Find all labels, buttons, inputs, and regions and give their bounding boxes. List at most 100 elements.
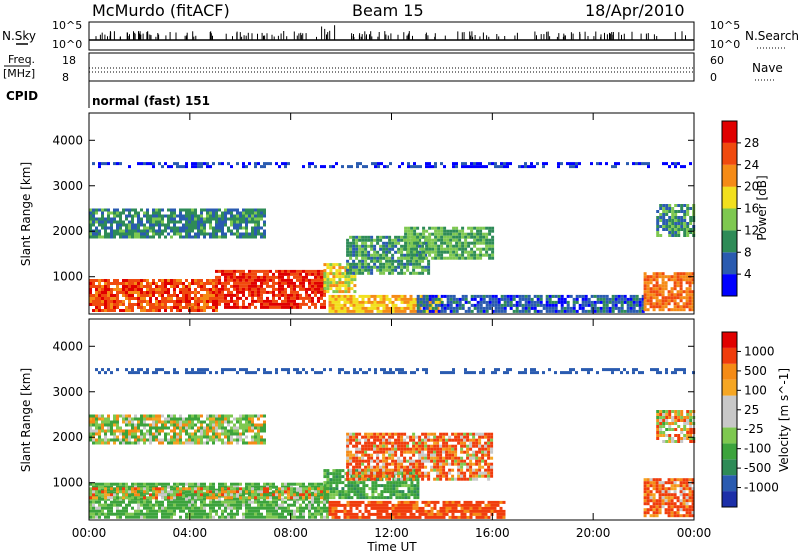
data-cell — [452, 253, 456, 257]
data-cell — [386, 490, 390, 494]
data-cell — [182, 226, 185, 230]
data-cell — [413, 165, 416, 169]
data-cell — [605, 162, 608, 166]
data-cell — [140, 294, 143, 297]
data-cell — [332, 165, 335, 169]
data-cell — [682, 278, 686, 282]
data-cell — [290, 272, 293, 276]
data-cell — [391, 432, 395, 436]
data-cell — [341, 487, 345, 491]
data-cell — [260, 208, 263, 212]
data-cell — [125, 306, 128, 309]
data-cell — [638, 309, 642, 313]
data-cell — [290, 496, 293, 500]
data-cell — [482, 238, 486, 242]
data-cell — [107, 297, 110, 300]
data-cell — [355, 444, 359, 448]
data-cell — [371, 490, 375, 494]
data-cell — [401, 490, 405, 494]
data-cell — [101, 503, 104, 507]
data-cell — [491, 238, 495, 242]
data-cell — [593, 294, 597, 298]
data-cell — [367, 456, 371, 460]
data-cell — [415, 468, 419, 472]
data-cell — [149, 485, 152, 489]
data-cell — [682, 302, 686, 306]
data-cell — [557, 165, 560, 169]
data-cell — [394, 450, 398, 454]
data-cell — [341, 493, 345, 497]
data-cell — [317, 281, 320, 285]
data-cell — [203, 285, 206, 288]
data-cell — [643, 275, 647, 279]
data-cell — [254, 229, 257, 233]
data-cell — [455, 303, 459, 307]
data-cell — [407, 256, 411, 260]
data-cell — [158, 162, 161, 166]
data-cell — [418, 471, 422, 475]
data-cell — [427, 259, 431, 263]
data-cell — [476, 165, 479, 169]
data-cell — [269, 503, 272, 507]
data-cell — [89, 297, 92, 300]
data-cell — [266, 284, 269, 288]
data-cell — [382, 444, 386, 448]
data-cell — [400, 468, 404, 472]
data-cell — [449, 297, 453, 301]
data-cell — [424, 471, 428, 475]
data-cell — [367, 238, 371, 242]
data-cell — [596, 162, 599, 166]
data-cell — [686, 231, 690, 234]
data-cell — [284, 496, 287, 500]
data-cell — [679, 305, 683, 309]
data-cell — [545, 306, 549, 310]
data-cell — [419, 297, 423, 301]
data-cell — [305, 490, 308, 494]
data-cell — [302, 506, 305, 510]
data-cell — [664, 299, 668, 303]
data-cell — [212, 506, 215, 510]
data-cell — [173, 496, 176, 500]
data-cell — [400, 235, 404, 239]
data-cell — [688, 272, 692, 276]
data-cell — [406, 447, 410, 451]
data-cell — [332, 266, 336, 270]
data-cell — [412, 477, 416, 481]
data-cell — [203, 294, 206, 297]
data-cell — [521, 309, 525, 313]
data-cell — [149, 300, 152, 303]
data-cell — [413, 250, 417, 254]
data-cell — [152, 490, 155, 494]
data-cell — [137, 500, 140, 504]
data-cell — [110, 512, 113, 516]
data-cell — [263, 485, 266, 489]
data-cell — [101, 279, 104, 282]
data-cell — [200, 512, 203, 516]
data-cell — [113, 208, 116, 212]
data-cell — [281, 302, 284, 306]
data-cell — [667, 275, 671, 279]
data-cell — [107, 509, 110, 513]
data-cell — [485, 309, 489, 313]
data-cell — [218, 275, 221, 279]
data-cell — [659, 216, 663, 219]
data-cell — [376, 256, 380, 260]
data-cell — [379, 303, 383, 307]
data-cell — [158, 303, 161, 306]
data-cell — [254, 223, 257, 227]
data-cell — [170, 211, 173, 215]
data-cell — [95, 220, 98, 224]
data-cell — [140, 303, 143, 306]
data-cell — [305, 272, 308, 276]
data-cell — [419, 247, 423, 251]
data-cell — [683, 231, 687, 234]
data-cell — [128, 208, 131, 212]
data-cell — [400, 447, 404, 451]
data-cell — [479, 247, 483, 251]
data-cell — [161, 217, 164, 221]
data-cell — [467, 256, 471, 260]
data-cell — [173, 506, 176, 510]
data-cell — [188, 509, 191, 513]
data-cell — [419, 241, 423, 245]
data-cell — [143, 496, 146, 500]
